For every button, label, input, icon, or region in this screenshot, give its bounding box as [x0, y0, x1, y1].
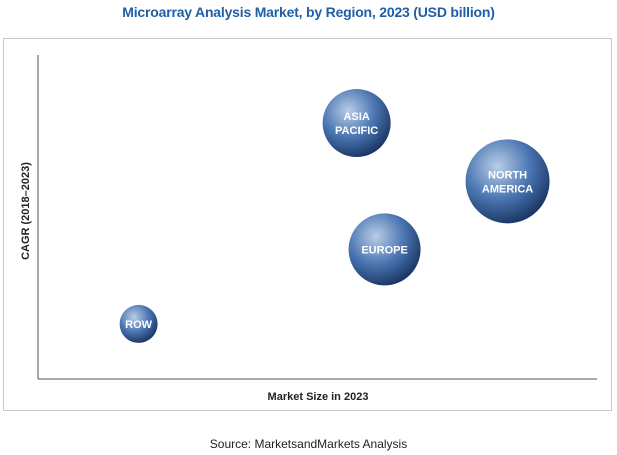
bubble-label-europe-0: EUROPE	[361, 244, 407, 256]
bubble-europe	[348, 213, 421, 286]
source-note: Source: MarketsandMarkets Analysis	[209, 437, 408, 451]
bubble-label-row-0: ROW	[125, 319, 153, 331]
bubbles-group: ASIA PACIFIC NORTH AMERICA EUROPE ROW	[119, 89, 550, 343]
bubble-label-asia-pacific-1: PACIFIC	[335, 125, 378, 137]
bubble-label-asia-pacific-0: ASIA	[343, 111, 369, 123]
bubble-asia-pacific	[322, 89, 391, 158]
bubble-row	[119, 304, 158, 343]
x-axis-label: Market Size in 2023	[268, 391, 369, 403]
bubble-label-north-america-0: NORTH	[488, 169, 527, 181]
chart-frame	[3, 38, 612, 411]
bubble-north-america	[465, 139, 550, 224]
chart-title: Microarray Analysis Market, by Region, 2…	[122, 4, 495, 20]
bubble-label-north-america-1: AMERICA	[482, 183, 533, 195]
y-axis-label: CAGR (2018–2023)	[20, 162, 32, 260]
